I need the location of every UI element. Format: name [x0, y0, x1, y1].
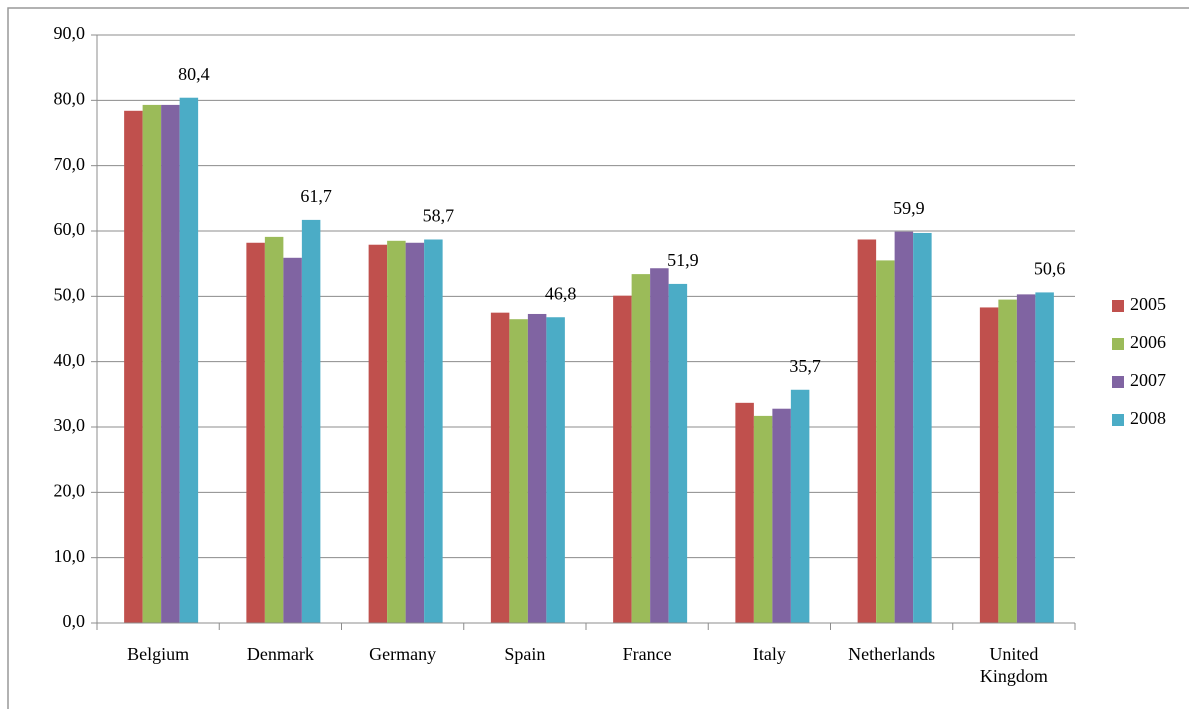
y-tick-label: 10,0: [54, 546, 86, 566]
data-label: 51,9: [667, 250, 699, 270]
bar: [650, 268, 669, 623]
legend-label: 2007: [1130, 370, 1166, 390]
bar: [264, 236, 284, 623]
bar: [424, 239, 443, 623]
y-tick-label: 70,0: [54, 154, 86, 174]
x-tick-label: Germany: [369, 644, 437, 664]
bar: [631, 274, 651, 623]
bar: [913, 232, 932, 623]
bar: [368, 244, 388, 623]
bar: [979, 307, 999, 623]
bar: [613, 295, 632, 623]
legend-swatch: [1112, 414, 1124, 426]
bar: [1035, 292, 1054, 623]
bar: [405, 242, 425, 623]
bar: [894, 231, 914, 624]
y-tick-label: 60,0: [54, 219, 86, 239]
data-label: 35,7: [789, 356, 821, 376]
bar: [753, 415, 773, 623]
bar: [876, 260, 895, 623]
legend-label: 2006: [1130, 332, 1166, 352]
y-tick-label: 80,0: [54, 88, 86, 108]
data-label: 61,7: [300, 186, 332, 206]
x-tick-label: Denmark: [246, 644, 314, 664]
bar: [179, 97, 199, 624]
legend-swatch: [1112, 338, 1124, 350]
bar: [161, 104, 180, 623]
bar: [387, 240, 406, 624]
y-tick-label: 40,0: [54, 350, 86, 370]
data-label: 50,6: [1034, 259, 1066, 279]
x-tick-label: Spain: [504, 644, 546, 664]
legend-label: 2005: [1130, 294, 1166, 314]
y-tick-label: 50,0: [54, 284, 86, 304]
bar: [790, 389, 810, 623]
bar: [509, 319, 528, 623]
legend-swatch: [1112, 300, 1124, 312]
bar: [142, 104, 162, 623]
bar: [246, 242, 265, 623]
bar: [1016, 294, 1036, 623]
bar: [283, 257, 302, 623]
x-tick-label: France: [622, 644, 672, 664]
x-tick-label: Belgium: [127, 644, 190, 664]
bar: [124, 110, 143, 623]
x-tick-label: United Kingdom: [979, 644, 1048, 686]
bar: [527, 313, 547, 623]
y-tick-label: 20,0: [54, 480, 86, 500]
x-tick-label: Italy: [752, 644, 786, 664]
bar: [668, 283, 688, 623]
bar: [772, 408, 791, 623]
x-tick-label: Netherlands: [848, 644, 936, 664]
data-label: 59,9: [893, 198, 925, 218]
y-tick-label: 30,0: [54, 415, 86, 435]
frame: [7, 7, 1189, 709]
bar: [490, 312, 510, 623]
bar: [546, 317, 565, 623]
data-label: 46,8: [545, 283, 577, 303]
data-label: 58,7: [423, 206, 455, 226]
legend-label: 2008: [1130, 408, 1166, 428]
data-label: 80,4: [178, 64, 210, 84]
y-tick-label: 0,0: [63, 611, 86, 631]
legend-swatch: [1112, 376, 1124, 388]
bar: [301, 219, 321, 624]
y-tick-label: 90,0: [54, 23, 86, 43]
bar: [857, 239, 877, 623]
bar: [735, 402, 754, 623]
bar: [998, 299, 1017, 623]
